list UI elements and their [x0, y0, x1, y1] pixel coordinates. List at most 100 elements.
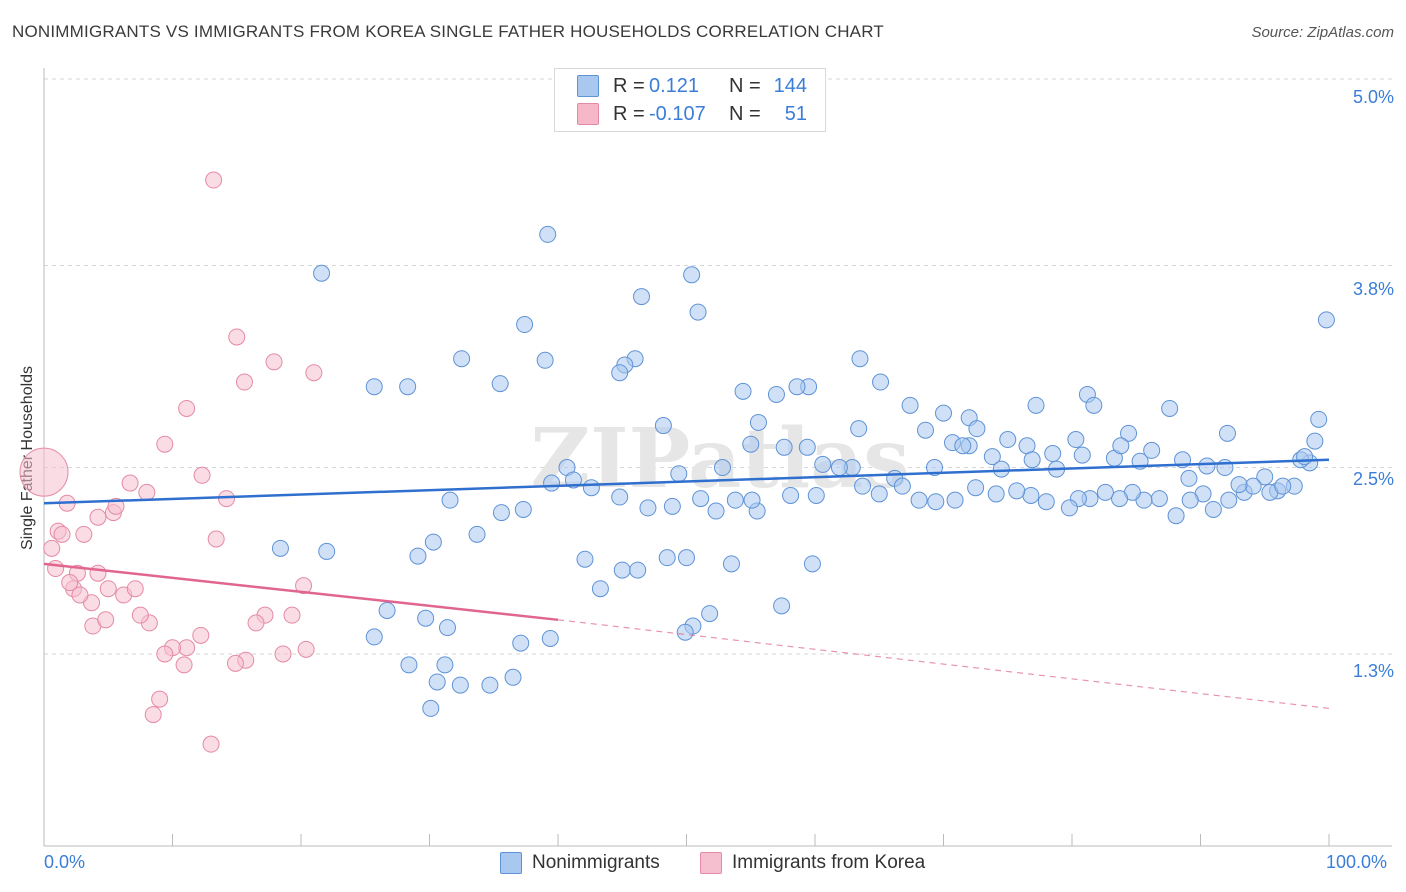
point-korea: [205, 171, 223, 189]
point-nonimmigrants: [1274, 477, 1292, 495]
point-nonimmigrants: [428, 673, 446, 691]
point-nonimmigrants: [854, 477, 872, 495]
point-nonimmigrants: [773, 597, 791, 615]
point-nonimmigrants: [436, 656, 454, 674]
point-nonimmigrants: [399, 378, 417, 396]
point-nonimmigrants: [453, 350, 471, 368]
point-nonimmigrants: [1220, 491, 1238, 509]
point-korea: [207, 530, 225, 548]
point-nonimmigrants: [468, 525, 486, 543]
point-nonimmigrants: [1073, 446, 1091, 464]
point-nonimmigrants: [424, 533, 442, 551]
point-nonimmigrants: [438, 619, 456, 637]
point-nonimmigrants: [1167, 507, 1185, 525]
point-nonimmigrants: [1204, 500, 1222, 518]
point-nonimmigrants: [803, 555, 821, 573]
point-nonimmigrants: [1150, 490, 1168, 508]
legend-label-korea: Immigrants from Korea: [732, 852, 926, 873]
point-nonimmigrants: [365, 628, 383, 646]
point-nonimmigrants: [807, 486, 825, 504]
point-nonimmigrants: [1218, 424, 1236, 442]
point-nonimmigrants: [1112, 437, 1130, 455]
point-nonimmigrants: [1198, 457, 1216, 475]
point-nonimmigrants: [814, 455, 832, 473]
point-nonimmigrants: [992, 460, 1010, 478]
legend-r-label: R =: [613, 74, 645, 97]
point-nonimmigrants: [893, 477, 911, 495]
point-nonimmigrants: [1180, 469, 1198, 487]
point-nonimmigrants: [689, 303, 707, 321]
point-korea: [156, 645, 174, 663]
point-nonimmigrants: [742, 435, 760, 453]
point-korea: [71, 586, 89, 604]
x-tick-max: 100.0%: [1326, 852, 1388, 872]
point-korea: [247, 614, 265, 632]
point-korea: [99, 580, 117, 598]
point-korea: [47, 560, 65, 578]
point-korea: [175, 656, 193, 674]
point-korea: [19, 447, 69, 497]
point-nonimmigrants: [1037, 493, 1055, 511]
point-nonimmigrants: [713, 459, 731, 477]
point-nonimmigrants: [491, 375, 509, 393]
trend-line-korea: [43, 562, 559, 622]
point-nonimmigrants: [910, 491, 928, 509]
point-nonimmigrants: [1008, 482, 1026, 500]
point-nonimmigrants: [749, 413, 767, 431]
point-nonimmigrants: [683, 266, 701, 284]
series-immigrants-korea: [19, 171, 323, 753]
point-nonimmigrants: [422, 699, 440, 717]
point-nonimmigrants: [926, 459, 944, 477]
legend-r-label: R =: [613, 102, 645, 125]
point-nonimmigrants: [1044, 445, 1062, 463]
point-korea: [144, 706, 162, 724]
point-nonimmigrants: [516, 316, 534, 334]
point-nonimmigrants: [782, 486, 800, 504]
point-nonimmigrants: [722, 555, 740, 573]
point-nonimmigrants: [935, 404, 952, 422]
legend-r-value: 0.121: [649, 74, 700, 97]
point-nonimmigrants: [1096, 483, 1114, 501]
point-korea: [178, 399, 196, 417]
point-korea: [235, 373, 253, 391]
point-nonimmigrants: [1310, 410, 1328, 428]
legend-swatch-pink: [577, 103, 599, 125]
point-nonimmigrants: [954, 437, 972, 455]
point-nonimmigrants: [743, 491, 761, 509]
point-nonimmigrants: [400, 656, 418, 674]
point-nonimmigrants: [591, 580, 609, 598]
point-nonimmigrants: [611, 488, 629, 506]
point-nonimmigrants: [678, 549, 695, 567]
point-korea: [192, 626, 210, 644]
point-nonimmigrants: [417, 609, 435, 627]
point-nonimmigrants: [872, 373, 890, 391]
point-korea: [156, 435, 174, 453]
point-nonimmigrants: [967, 479, 985, 497]
trend-lines: [43, 458, 1330, 709]
point-nonimmigrants: [851, 350, 869, 368]
legend-n-label: N =: [729, 74, 761, 97]
point-korea: [193, 466, 211, 484]
point-korea: [265, 353, 283, 371]
point-korea: [43, 539, 61, 557]
point-nonimmigrants: [1085, 396, 1103, 414]
point-nonimmigrants: [639, 499, 657, 517]
point-nonimmigrants: [726, 491, 744, 509]
point-nonimmigrants: [1111, 490, 1129, 508]
point-nonimmigrants: [983, 448, 1001, 466]
legend-swatch-blue: [577, 75, 599, 97]
legend-row-nonimmigrants: R = 0.121 N = 144: [577, 74, 807, 98]
trend-line-nonimmigrants: [43, 458, 1330, 505]
legend-item-nonimmigrants: Nonimmigrants: [500, 852, 660, 874]
point-nonimmigrants: [658, 549, 676, 567]
trend-line-korea-extrapolated: [557, 619, 1330, 709]
point-nonimmigrants: [611, 364, 629, 382]
point-nonimmigrants: [481, 676, 499, 694]
point-nonimmigrants: [870, 485, 888, 503]
point-korea: [217, 490, 235, 508]
legend-n-value: 144: [773, 74, 807, 97]
point-korea: [126, 580, 144, 598]
point-nonimmigrants: [582, 479, 600, 497]
point-nonimmigrants: [1027, 396, 1045, 414]
point-nonimmigrants: [788, 378, 806, 396]
